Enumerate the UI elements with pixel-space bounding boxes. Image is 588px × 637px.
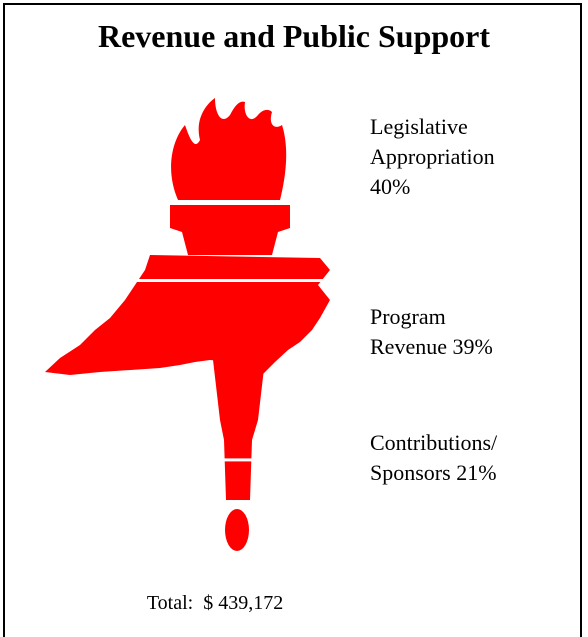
total: Total: $ 439,172 [100, 592, 330, 615]
value-label: 39% [452, 334, 493, 359]
torch-segment [45, 98, 330, 279]
category-label: Contributions/ Sponsors [370, 430, 498, 485]
frame [3, 3, 582, 637]
value-label: 40% [370, 174, 411, 199]
torch-segment [45, 282, 330, 459]
total-label: Total: [146, 592, 194, 614]
segment-label: Contributions/ Sponsors 21% [370, 428, 520, 488]
torch-segment [45, 461, 330, 551]
chart-title: Revenue and Public Support [97, 18, 491, 54]
category-label: Legislative Appropriation [370, 114, 495, 169]
value-label: 21% [456, 460, 497, 485]
total-value: $ 439,172 [203, 592, 284, 614]
category-label: Program Revenue [370, 304, 447, 359]
segment-label: Legislative Appropriation 40% [370, 112, 520, 202]
segment-label: Program Revenue 39% [370, 302, 520, 362]
